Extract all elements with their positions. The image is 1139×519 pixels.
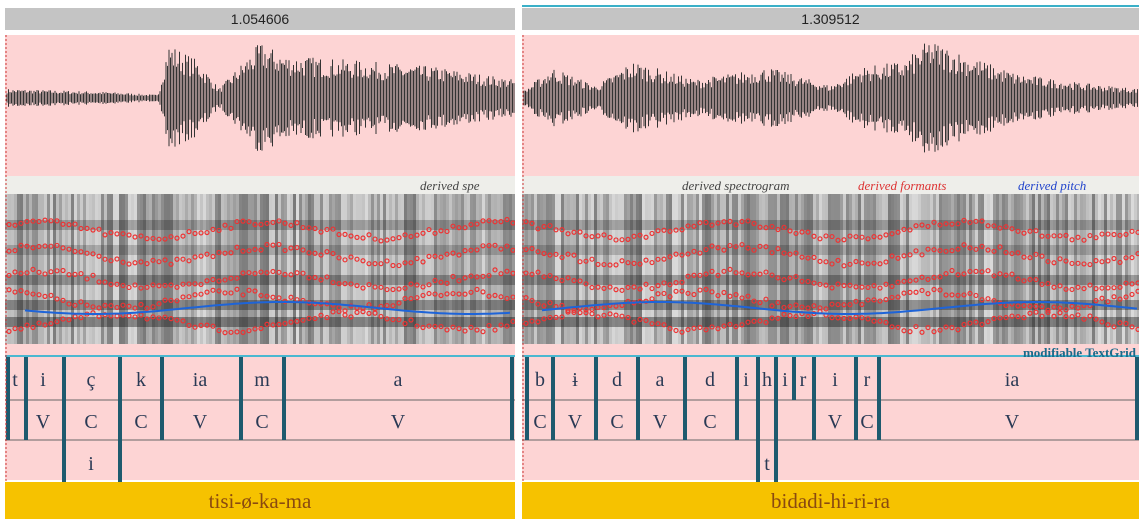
interval-label: a	[394, 369, 403, 391]
interval-label: ç	[87, 369, 96, 391]
interval-label: m	[254, 369, 270, 391]
right-panel: 1.309512 derived spectrogram derived forma…	[522, 6, 1139, 519]
duration-label: 1.309512	[801, 11, 860, 27]
interval-label: C	[610, 411, 623, 433]
interval-label: C	[255, 411, 268, 433]
interval-label: d	[612, 369, 622, 391]
interval-label: i	[743, 369, 749, 391]
interval-label: i	[88, 453, 94, 475]
interval-label: ia	[1005, 369, 1020, 391]
interval-label: C	[533, 411, 546, 433]
word-label: tisi-ø-ka-ma	[209, 489, 312, 513]
interval-label: ia	[193, 369, 208, 391]
interval-label: a	[656, 369, 665, 391]
interval-label: b	[535, 369, 545, 391]
interval-label: V	[36, 411, 51, 433]
legend-label: derived spe	[420, 178, 480, 193]
interval-label: h	[762, 369, 772, 391]
praat-screenshot: 1.054606derived spetiçkiamaVCCVCVitisi-ø…	[0, 0, 1139, 519]
interval-label: C	[703, 411, 716, 433]
word-label: bidadi-hi-ri-ra	[771, 489, 891, 513]
interval-label: i	[40, 369, 46, 391]
legend-label: derived formants	[858, 178, 946, 193]
formant-band	[5, 317, 515, 327]
interval-label: V	[568, 411, 583, 433]
interval-label: V	[828, 411, 843, 433]
interval-label: d	[705, 369, 715, 391]
interval-label: i	[832, 369, 838, 391]
legend-label: derived spectrogram	[682, 178, 789, 193]
interval-label: V	[1005, 411, 1020, 433]
interval-label: V	[193, 411, 208, 433]
interval-label: V	[653, 411, 668, 433]
interval-label: i	[782, 369, 788, 391]
formant-band	[522, 220, 1139, 230]
legend-label: derived pitch	[1018, 178, 1086, 193]
interval-label: C	[860, 411, 873, 433]
interval-label: t	[764, 453, 770, 475]
interval-label: C	[134, 411, 147, 433]
duration-label: 1.054606	[231, 11, 290, 27]
formant-band	[522, 245, 1139, 255]
textgrid-label: modifiable TextGrid	[1023, 345, 1137, 360]
interval-label: r	[864, 369, 871, 391]
interval-label: r	[800, 369, 807, 391]
interval-label: k	[136, 369, 146, 391]
interval-label: V	[391, 411, 406, 433]
interval-label: t	[12, 369, 18, 391]
formant-band	[5, 220, 515, 230]
interval-label: C	[84, 411, 97, 433]
interval-label: ɨ	[572, 369, 578, 391]
formant-band	[5, 275, 515, 285]
